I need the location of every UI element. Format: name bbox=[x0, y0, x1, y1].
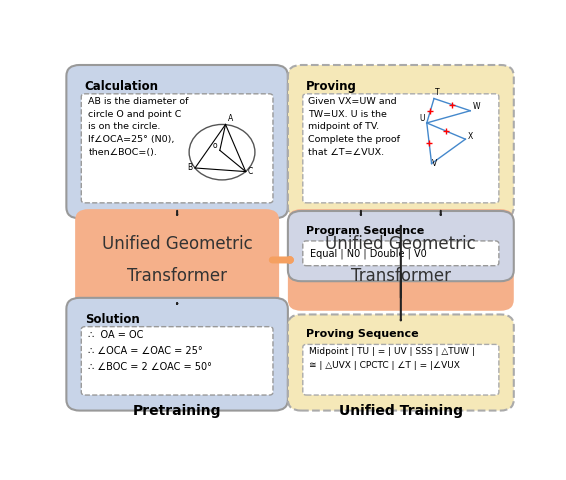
Text: V: V bbox=[432, 159, 437, 168]
FancyBboxPatch shape bbox=[66, 298, 288, 410]
FancyBboxPatch shape bbox=[303, 241, 499, 266]
FancyBboxPatch shape bbox=[82, 94, 273, 203]
FancyBboxPatch shape bbox=[82, 327, 273, 395]
Text: Proving Sequence: Proving Sequence bbox=[306, 329, 419, 339]
Text: ∴  OA = OC
∴ ∠OCA = ∠OAC = 25°
∴ ∠BOC = 2 ∠OAC = 50°: ∴ OA = OC ∴ ∠OCA = ∠OAC = 25° ∴ ∠BOC = 2… bbox=[88, 330, 212, 372]
Text: Unified Geometric
Transformer: Unified Geometric Transformer bbox=[102, 235, 252, 285]
Text: Midpoint | TU | = | UV | SSS | △TUW |
≅ | △UVX | CPCTC | ∠T | = |∠VUX: Midpoint | TU | = | UV | SSS | △TUW | ≅ … bbox=[309, 348, 475, 370]
Text: Unified Training: Unified Training bbox=[338, 404, 462, 418]
FancyBboxPatch shape bbox=[288, 211, 514, 281]
Text: Proving: Proving bbox=[306, 80, 357, 93]
Text: U: U bbox=[419, 114, 424, 123]
Text: Equal | N0 | Double | V0: Equal | N0 | Double | V0 bbox=[310, 248, 427, 259]
Text: W: W bbox=[473, 102, 480, 111]
Text: AB is the diameter of
circle O and point C
is on the circle.
If∠OCA=25° (N0),
th: AB is the diameter of circle O and point… bbox=[88, 97, 189, 157]
Text: Solution: Solution bbox=[85, 312, 140, 325]
Text: Given VX=UW and
TW=UX. U is the
midpoint of TV.
Complete the proof
that ∠T=∠VUX.: Given VX=UW and TW=UX. U is the midpoint… bbox=[308, 97, 400, 157]
Text: Program Sequence: Program Sequence bbox=[306, 226, 424, 236]
Text: A: A bbox=[228, 114, 233, 123]
FancyBboxPatch shape bbox=[288, 314, 514, 410]
Text: C: C bbox=[248, 168, 253, 176]
Text: T: T bbox=[435, 88, 440, 97]
FancyBboxPatch shape bbox=[303, 345, 499, 395]
Text: Unified Geometric
Transformer: Unified Geometric Transformer bbox=[325, 235, 476, 285]
Text: Calculation: Calculation bbox=[85, 80, 159, 93]
FancyBboxPatch shape bbox=[303, 94, 499, 203]
FancyBboxPatch shape bbox=[288, 209, 514, 311]
Text: Pretraining: Pretraining bbox=[132, 404, 221, 418]
FancyBboxPatch shape bbox=[66, 65, 288, 218]
FancyBboxPatch shape bbox=[288, 65, 514, 218]
Text: o: o bbox=[213, 141, 217, 150]
Text: X: X bbox=[468, 132, 473, 141]
FancyBboxPatch shape bbox=[75, 209, 279, 311]
Text: B: B bbox=[187, 163, 192, 172]
